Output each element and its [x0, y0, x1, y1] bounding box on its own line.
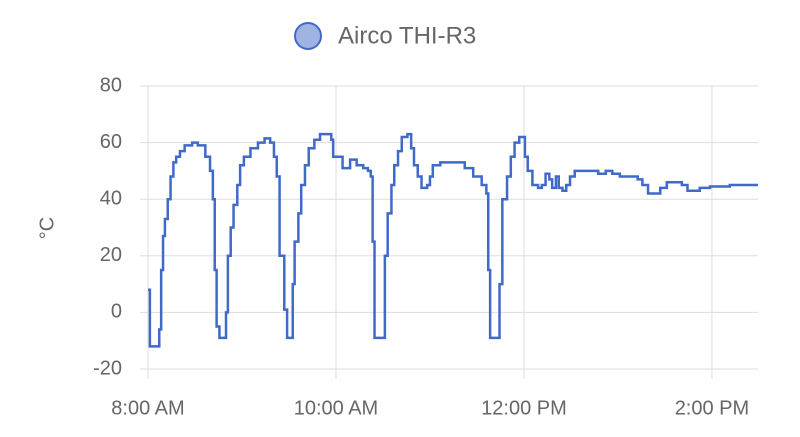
y-tick-label: 60: [100, 131, 122, 153]
x-tick-label: 10:00 AM: [294, 397, 379, 419]
y-tick-label: 40: [100, 187, 122, 209]
legend-label[interactable]: Airco THI-R3: [338, 22, 476, 49]
y-axis-label: °C: [36, 217, 58, 239]
x-tick-label: 12:00 PM: [481, 397, 567, 419]
y-tick-label: 0: [111, 301, 122, 323]
y-tick-label: 80: [100, 74, 122, 96]
y-tick-label: 20: [100, 244, 122, 266]
legend-marker[interactable]: [294, 22, 322, 50]
line: [148, 132, 758, 348]
y-tick-label: -20: [93, 357, 122, 379]
x-tick-label: 2:00 PM: [675, 397, 749, 419]
x-tick-label: 8:00 AM: [111, 397, 184, 419]
